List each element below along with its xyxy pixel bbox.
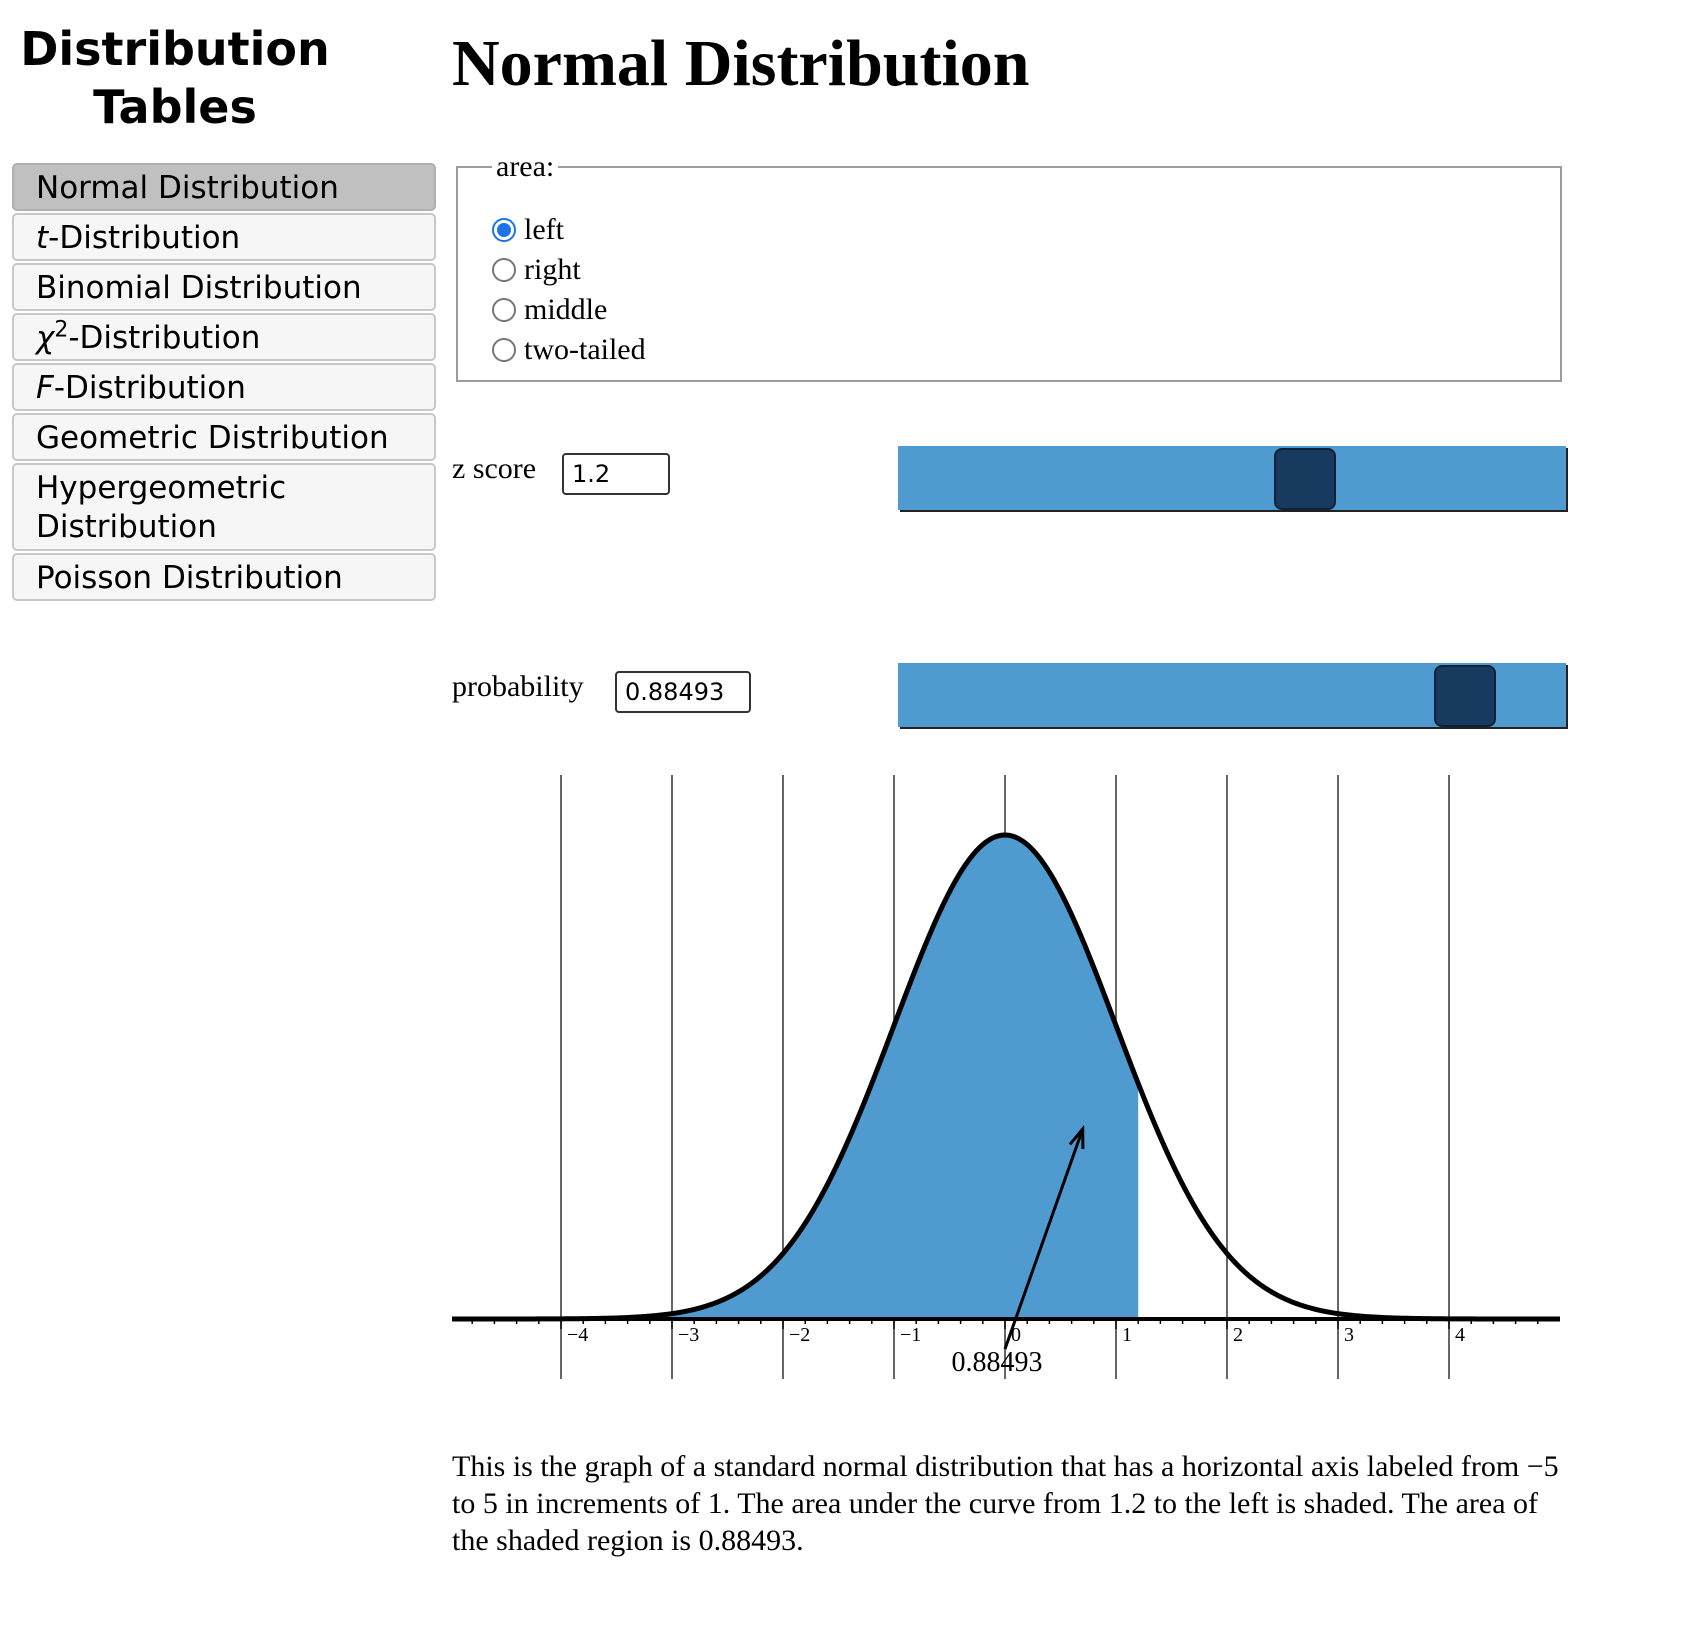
sidebar-item-label: -Distribution [68, 320, 261, 356]
tick-label: −1 [900, 1324, 921, 1346]
area-option-middle[interactable]: middle [492, 290, 1526, 330]
sidebar-item-geometric[interactable]: Geometric Distribution [12, 413, 436, 461]
sidebar-item-label: -Distribution [53, 370, 246, 406]
tick-label: −4 [567, 1324, 588, 1346]
sidebar-item-poisson[interactable]: Poisson Distribution [12, 553, 436, 601]
radio-middle[interactable] [492, 298, 516, 322]
sidebar-nav: Normal Distribution t-Distribution Binom… [12, 163, 436, 603]
sidebar-item-hypergeometric[interactable]: Hypergeometric Distribution [12, 463, 436, 551]
probability-input[interactable]: 0.88493 [615, 671, 751, 713]
sidebar-item-label: Geometric Distribution [36, 420, 389, 456]
area-label: 0.88493 [952, 1347, 1043, 1378]
sidebar-item-label: Normal Distribution [36, 170, 339, 206]
sidebar-item-label-italic: χ [36, 320, 55, 356]
sidebar-item-normal[interactable]: Normal Distribution [12, 163, 436, 211]
site-title-line1: Distribution [20, 22, 330, 76]
tick-label: −2 [789, 1324, 810, 1346]
z-score-label: z score [452, 452, 537, 485]
z-score-slider-thumb[interactable] [1273, 448, 1336, 510]
radio-label-left: left [524, 213, 564, 246]
radio-label-two-tailed: two-tailed [524, 333, 646, 366]
tick-label: 1 [1122, 1324, 1132, 1346]
radio-left[interactable] [492, 218, 516, 242]
probability-slider-thumb[interactable] [1434, 665, 1497, 727]
sidebar-item-label: Hypergeometric Distribution [36, 470, 287, 545]
shaded-area [452, 835, 1139, 1319]
sidebar-item-label: Binomial Distribution [36, 270, 362, 306]
sidebar-item-t[interactable]: t-Distribution [12, 213, 436, 261]
sidebar-item-label: -Distribution [48, 220, 241, 256]
z-score-slider[interactable] [898, 446, 1566, 510]
radio-two-tailed[interactable] [492, 338, 516, 362]
radio-label-middle: middle [524, 293, 608, 326]
area-options: area: left right middle two-tailed [456, 150, 1562, 382]
sidebar-item-label-italic: t [36, 220, 49, 256]
tick-label: 4 [1455, 1324, 1465, 1346]
sidebar-item-label-sup: 2 [54, 317, 69, 343]
tick-label: 0 [1011, 1324, 1021, 1346]
area-option-two-tailed[interactable]: two-tailed [492, 330, 1526, 370]
radio-label-right: right [524, 253, 581, 286]
normal-distribution-chart: −4 −3 −2 −1 0 1 2 3 4 0.88493 [452, 775, 1560, 1379]
sidebar-item-binomial[interactable]: Binomial Distribution [12, 263, 436, 311]
area-legend: area: [496, 150, 555, 183]
area-arrow [1003, 1128, 1085, 1350]
z-score-input[interactable]: 1.2 [562, 453, 670, 495]
sidebar-item-label-italic: F [36, 370, 54, 406]
area-option-right[interactable]: right [492, 250, 1526, 290]
page-title: Normal Distribution [452, 27, 1030, 100]
radio-right[interactable] [492, 258, 516, 282]
sidebar-item-f[interactable]: F-Distribution [12, 363, 436, 411]
sidebar-item-label: Poisson Distribution [36, 560, 343, 596]
tick-labels: −4 −3 −2 −1 0 1 2 3 4 [567, 1324, 1465, 1346]
probability-slider[interactable] [898, 663, 1566, 727]
tick-label: 2 [1233, 1324, 1243, 1346]
probability-label: probability [452, 670, 584, 703]
area-option-left[interactable]: left [492, 210, 1526, 250]
sidebar-item-chi-squared[interactable]: χ2-Distribution [12, 313, 436, 361]
minor-ticks [471, 1319, 1539, 1329]
site-title: Distribution Tables [0, 20, 350, 136]
site-title-line2: Tables [93, 80, 257, 134]
tick-label: 3 [1344, 1324, 1354, 1346]
graph-description: This is the graph of a standard normal d… [452, 1450, 1559, 1557]
tick-label: −3 [678, 1324, 699, 1346]
area-arrow-head [1068, 1124, 1085, 1150]
